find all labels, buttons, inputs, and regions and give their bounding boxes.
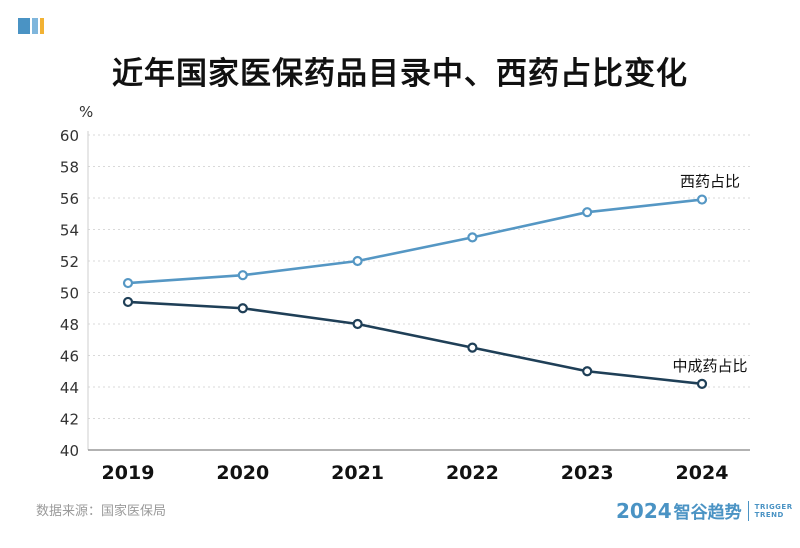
y-tick-label: 44 [60, 379, 79, 397]
data-point [237, 303, 248, 314]
y-tick-label: 58 [60, 159, 79, 177]
y-tick-label: 60 [60, 127, 79, 145]
chart-title: 近年国家医保药品目录中、西药占比变化 [112, 56, 688, 92]
source-note: 数据来源：国家医保局 [36, 504, 167, 519]
data-point [352, 255, 363, 267]
brand-year: 2024 [616, 498, 672, 523]
x-tick-label: 2019 [102, 462, 155, 484]
x-tick-label: 2020 [216, 462, 269, 484]
chart-card [18, 18, 780, 528]
series-label: 西药占比 [680, 173, 740, 191]
y-tick-label: 46 [60, 348, 79, 366]
x-tick-label: 2022 [446, 462, 499, 484]
y-tick-label: 56 [60, 190, 79, 208]
x-tick-label: 2021 [331, 462, 384, 484]
data-point [352, 318, 363, 330]
brand-english: TRIGGER TREND [755, 503, 793, 519]
y-tick-label: 42 [60, 411, 79, 429]
y-tick-label: 48 [60, 316, 79, 334]
data-point [467, 232, 478, 243]
x-tick-label: 2024 [676, 462, 729, 484]
data-point [122, 296, 134, 308]
brand-logo: 2024 智谷趋势 TRIGGER TREND [616, 498, 793, 524]
chinese-medicine-line [127, 300, 703, 386]
data-point [696, 378, 708, 389]
data-point [582, 366, 593, 377]
brand-name: 智谷趋势 [673, 503, 742, 523]
corner-decoration [18, 18, 44, 34]
brand-en-line2: TREND [754, 510, 784, 519]
brand-divider [747, 500, 749, 521]
y-tick-label: 40 [60, 442, 79, 460]
brand-en-line1: TRIGGER [754, 502, 793, 511]
data-point [237, 270, 248, 281]
series-label: 中成药占比 [672, 357, 747, 375]
y-tick-label: 50 [60, 285, 79, 303]
data-point [467, 342, 478, 353]
x-tick-label: 2023 [561, 462, 614, 484]
data-point [122, 277, 134, 289]
data-point [582, 207, 593, 218]
western-medicine-line [127, 198, 703, 285]
data-point [696, 194, 708, 205]
y-tick-label: 54 [60, 222, 79, 240]
y-axis-unit: % [79, 103, 93, 121]
y-tick-label: 52 [60, 253, 79, 271]
